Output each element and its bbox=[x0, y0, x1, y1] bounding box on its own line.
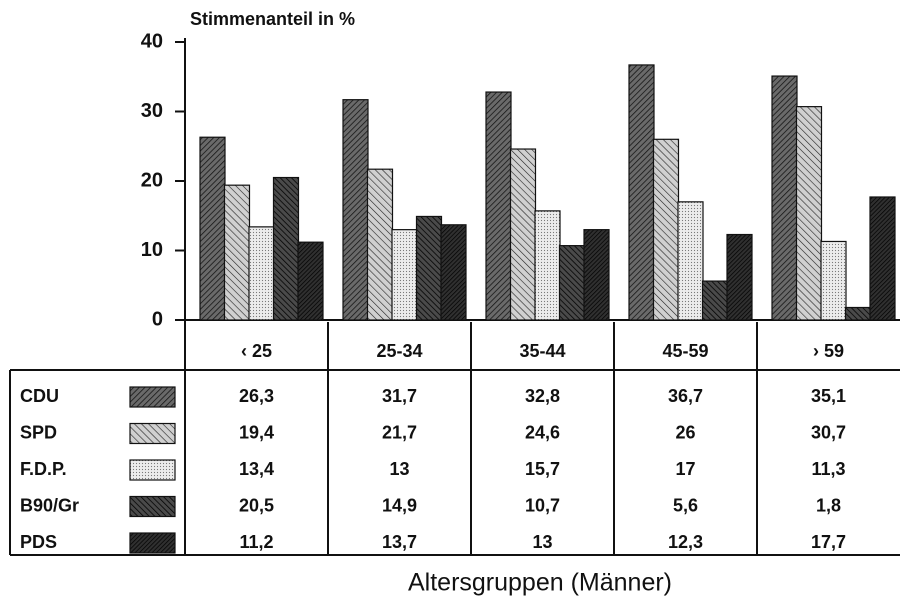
table-cell: 10,7 bbox=[525, 495, 560, 515]
table-cell: 5,6 bbox=[673, 495, 698, 515]
bar bbox=[223, 184, 251, 321]
y-tick-label: 40 bbox=[141, 30, 163, 52]
x-tick-label: 25-34 bbox=[376, 341, 422, 361]
y-tick-label: 30 bbox=[141, 100, 163, 122]
table-cell: 31,7 bbox=[382, 386, 417, 406]
bar bbox=[652, 138, 680, 321]
bar bbox=[440, 224, 467, 321]
bar bbox=[509, 148, 537, 321]
x-tick-label: › 59 bbox=[813, 341, 844, 361]
table-cell: 21,7 bbox=[382, 422, 417, 442]
legend-label: B90/Gr bbox=[20, 495, 79, 515]
x-tick-label: ‹ 25 bbox=[241, 341, 272, 361]
bar bbox=[701, 280, 729, 321]
table-cell: 13,7 bbox=[382, 532, 417, 552]
bar bbox=[297, 241, 324, 321]
table-cell: 1,8 bbox=[816, 495, 841, 515]
bar bbox=[677, 201, 704, 321]
bar bbox=[391, 229, 418, 321]
bar bbox=[342, 99, 369, 321]
table-cell: 13,4 bbox=[239, 459, 274, 479]
y-tick-label: 20 bbox=[141, 169, 163, 191]
table-cell: 24,6 bbox=[525, 422, 560, 442]
bar bbox=[248, 226, 275, 321]
legend-label: PDS bbox=[20, 532, 57, 552]
table-cell: 13 bbox=[532, 532, 552, 552]
table-cell: 26 bbox=[675, 422, 695, 442]
table-cell: 14,9 bbox=[382, 495, 417, 515]
x-tick-label: 45-59 bbox=[662, 341, 708, 361]
table-cell: 32,8 bbox=[525, 386, 560, 406]
table-cell: 15,7 bbox=[525, 459, 560, 479]
bar bbox=[869, 196, 896, 321]
table-cell: 11,3 bbox=[811, 459, 845, 479]
bar bbox=[485, 91, 512, 321]
bar bbox=[534, 210, 561, 321]
chart-title: Stimmenanteil in % bbox=[190, 9, 355, 29]
bar bbox=[726, 233, 753, 321]
bar bbox=[366, 168, 394, 321]
table-cell: 20,5 bbox=[239, 495, 274, 515]
bar bbox=[795, 106, 823, 321]
bar bbox=[415, 215, 443, 321]
legend-label: F.D.P. bbox=[20, 459, 67, 479]
bar bbox=[844, 306, 872, 321]
x-axis-label: Altersgruppen (Männer) bbox=[408, 569, 672, 597]
table-cell: 36,7 bbox=[668, 386, 703, 406]
bar bbox=[628, 64, 655, 321]
bar bbox=[820, 240, 847, 321]
table-cell: 19,4 bbox=[239, 422, 274, 442]
legend-label: SPD bbox=[20, 422, 57, 442]
y-tick-label: 10 bbox=[141, 239, 163, 261]
bar bbox=[771, 75, 798, 321]
table-cell: 26,3 bbox=[239, 386, 274, 406]
legend-swatch bbox=[129, 422, 176, 445]
table-cell: 12,3 bbox=[668, 532, 703, 552]
legend-swatch bbox=[129, 459, 176, 481]
table-cell: 11,2 bbox=[239, 532, 273, 552]
legend-swatch bbox=[129, 495, 176, 518]
legend-swatch bbox=[129, 386, 176, 408]
table-cell: 17 bbox=[675, 459, 695, 479]
x-tick-label: 35-44 bbox=[519, 341, 565, 361]
table-cell: 17,7 bbox=[811, 532, 846, 552]
table-cell: 35,1 bbox=[811, 386, 846, 406]
table-cell: 30,7 bbox=[811, 422, 846, 442]
bar bbox=[272, 176, 300, 321]
bar bbox=[583, 229, 610, 321]
legend-swatch bbox=[129, 532, 176, 554]
bar bbox=[199, 136, 226, 321]
table-cell: 13 bbox=[389, 459, 409, 479]
legend-label: CDU bbox=[20, 386, 59, 406]
bar bbox=[558, 245, 586, 321]
y-tick-label: 0 bbox=[152, 308, 163, 330]
